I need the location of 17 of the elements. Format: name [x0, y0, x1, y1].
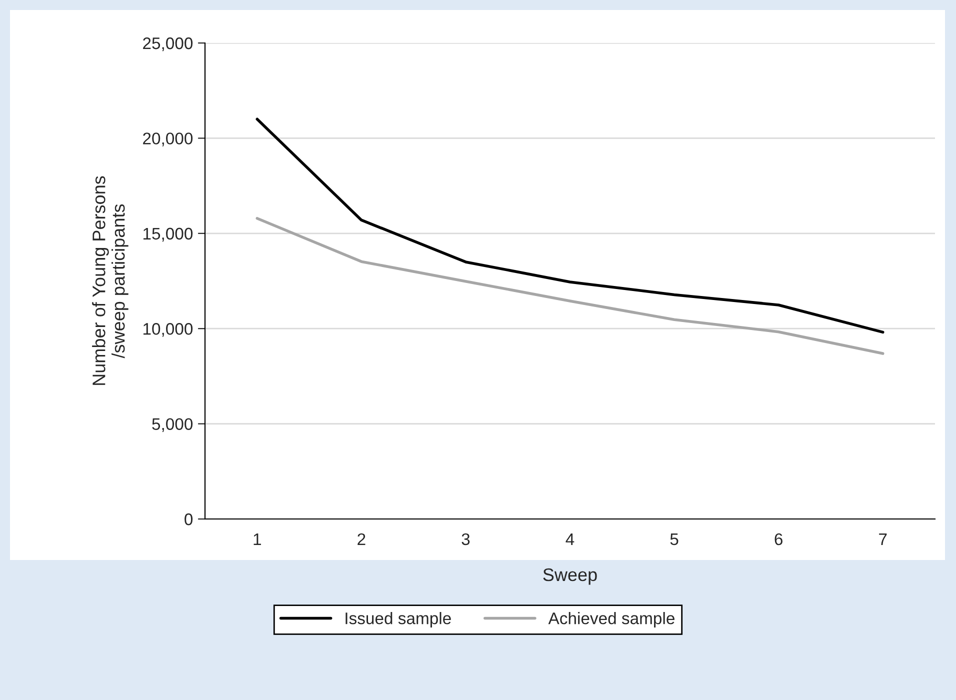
- x-tick-label: 4: [566, 534, 574, 545]
- x-tick-label: 7: [879, 534, 887, 545]
- x-axis-title: Sweep: [543, 568, 597, 585]
- x-tick-label: 5: [670, 534, 678, 546]
- y-tick-label: 25,000: [143, 37, 193, 52]
- y-tick-label: 15,000: [143, 228, 193, 242]
- x-tick-label: 2: [358, 533, 366, 545]
- y-tick-label: 10,000: [143, 323, 193, 337]
- x-tick-label: 6: [774, 533, 782, 546]
- x-tick-label: 3: [462, 533, 470, 546]
- legend-label: Achieved sample: [548, 612, 674, 628]
- x-tick-label: 1: [254, 534, 261, 545]
- legend-label: Issued sample: [346, 612, 451, 628]
- y-tick-label: 0: [184, 513, 193, 526]
- y-tick-label: 5,000: [152, 418, 193, 432]
- y-tick-label: 20,000: [143, 132, 193, 146]
- y-axis-title: Number of Young Persons /sweep participants: [92, 176, 128, 385]
